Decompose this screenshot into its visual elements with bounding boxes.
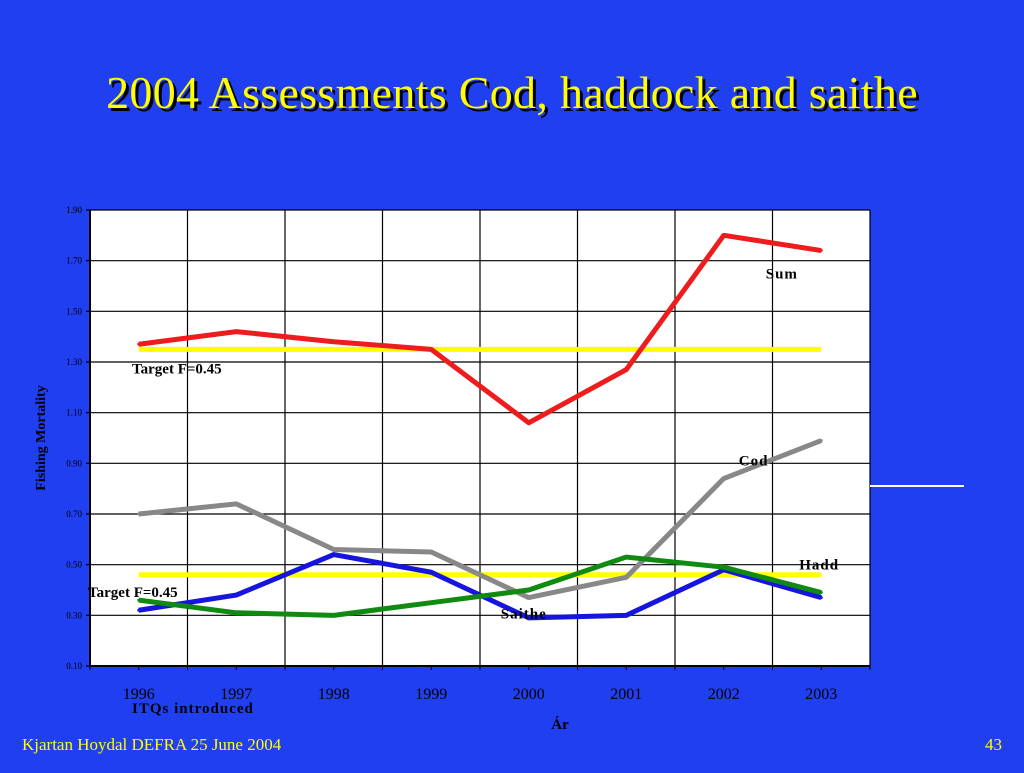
data-point-sum <box>527 421 531 425</box>
series-label-haddock: Hadd <box>799 558 839 574</box>
data-point-saithe <box>527 588 531 592</box>
series-label-saithe: Saithe <box>501 606 547 622</box>
x-tick-label: 2000 <box>513 686 545 703</box>
x-tick-label: 1999 <box>415 686 447 703</box>
series-label-sum: Sum <box>766 267 798 283</box>
data-point-sum <box>819 249 823 253</box>
footer-author: Kjartan Hoydal DEFRA 25 June 2004 <box>22 735 282 754</box>
y-tick-label: 0.90 <box>66 458 82 468</box>
data-point-sum <box>137 342 141 346</box>
data-point-saithe <box>819 591 823 595</box>
data-point-sum <box>624 368 628 372</box>
target-label-upper: Target F=0.45 <box>132 361 222 377</box>
data-point-sum <box>722 233 726 237</box>
data-point-saithe <box>234 611 238 615</box>
y-tick-label: 0.50 <box>66 560 82 570</box>
series-label-cod: Cod <box>739 453 769 469</box>
data-point-cod <box>527 596 531 600</box>
data-point-saithe <box>137 598 141 602</box>
data-point-cod <box>624 575 628 579</box>
data-point-cod <box>429 550 433 554</box>
data-point-saithe <box>429 601 433 605</box>
y-tick-label: 0.30 <box>66 610 82 620</box>
y-tick-label: 1.10 <box>66 408 82 418</box>
data-point-haddock <box>332 553 336 557</box>
data-point-cod <box>234 502 238 506</box>
series-line-sum <box>138 232 822 426</box>
data-point-haddock <box>819 596 823 600</box>
y-tick-label: 1.70 <box>66 256 82 266</box>
y-tick-label: 1.30 <box>66 357 82 367</box>
data-point-saithe <box>624 555 628 559</box>
slide-number: 43 <box>985 735 1002 754</box>
y-axis-label: Fishing Mortality <box>34 385 49 490</box>
series-line-saithe <box>138 554 822 618</box>
y-tick-label: 1.90 <box>66 205 82 215</box>
data-point-saithe <box>722 565 726 569</box>
data-point-saithe <box>332 613 336 617</box>
y-tick-label: 0.10 <box>66 661 82 671</box>
y-tick-label: 0.70 <box>66 509 82 519</box>
data-point-haddock <box>429 570 433 574</box>
data-point-haddock <box>527 616 531 620</box>
data-point-haddock <box>234 593 238 597</box>
x-tick-label: 1997 <box>220 686 252 703</box>
x-tick-label: 1998 <box>318 686 350 703</box>
data-point-haddock <box>137 608 141 612</box>
data-point-cod <box>722 477 726 481</box>
target-label-lower: Target F=0.45 <box>88 585 178 601</box>
y-tick-label: 1.50 <box>66 306 82 316</box>
x-tick-label: 2001 <box>610 686 642 703</box>
data-point-cod <box>137 512 141 516</box>
x-tick-label: 1996 <box>123 686 155 703</box>
data-point-sum <box>429 347 433 351</box>
x-tick-label: 2002 <box>708 686 740 703</box>
data-point-haddock <box>624 613 628 617</box>
data-point-cod <box>332 547 336 551</box>
series-line-cod <box>138 438 823 601</box>
slide-title: 2004 Assessments Cod, haddock and saithe <box>106 67 918 118</box>
data-point-sum <box>332 340 336 344</box>
itq-annotation: ITQs introduced <box>132 701 254 717</box>
data-point-cod <box>819 439 823 443</box>
x-tick-label: 2003 <box>805 686 837 703</box>
x-axis-label: Ár <box>551 716 569 733</box>
data-point-sum <box>234 330 238 334</box>
